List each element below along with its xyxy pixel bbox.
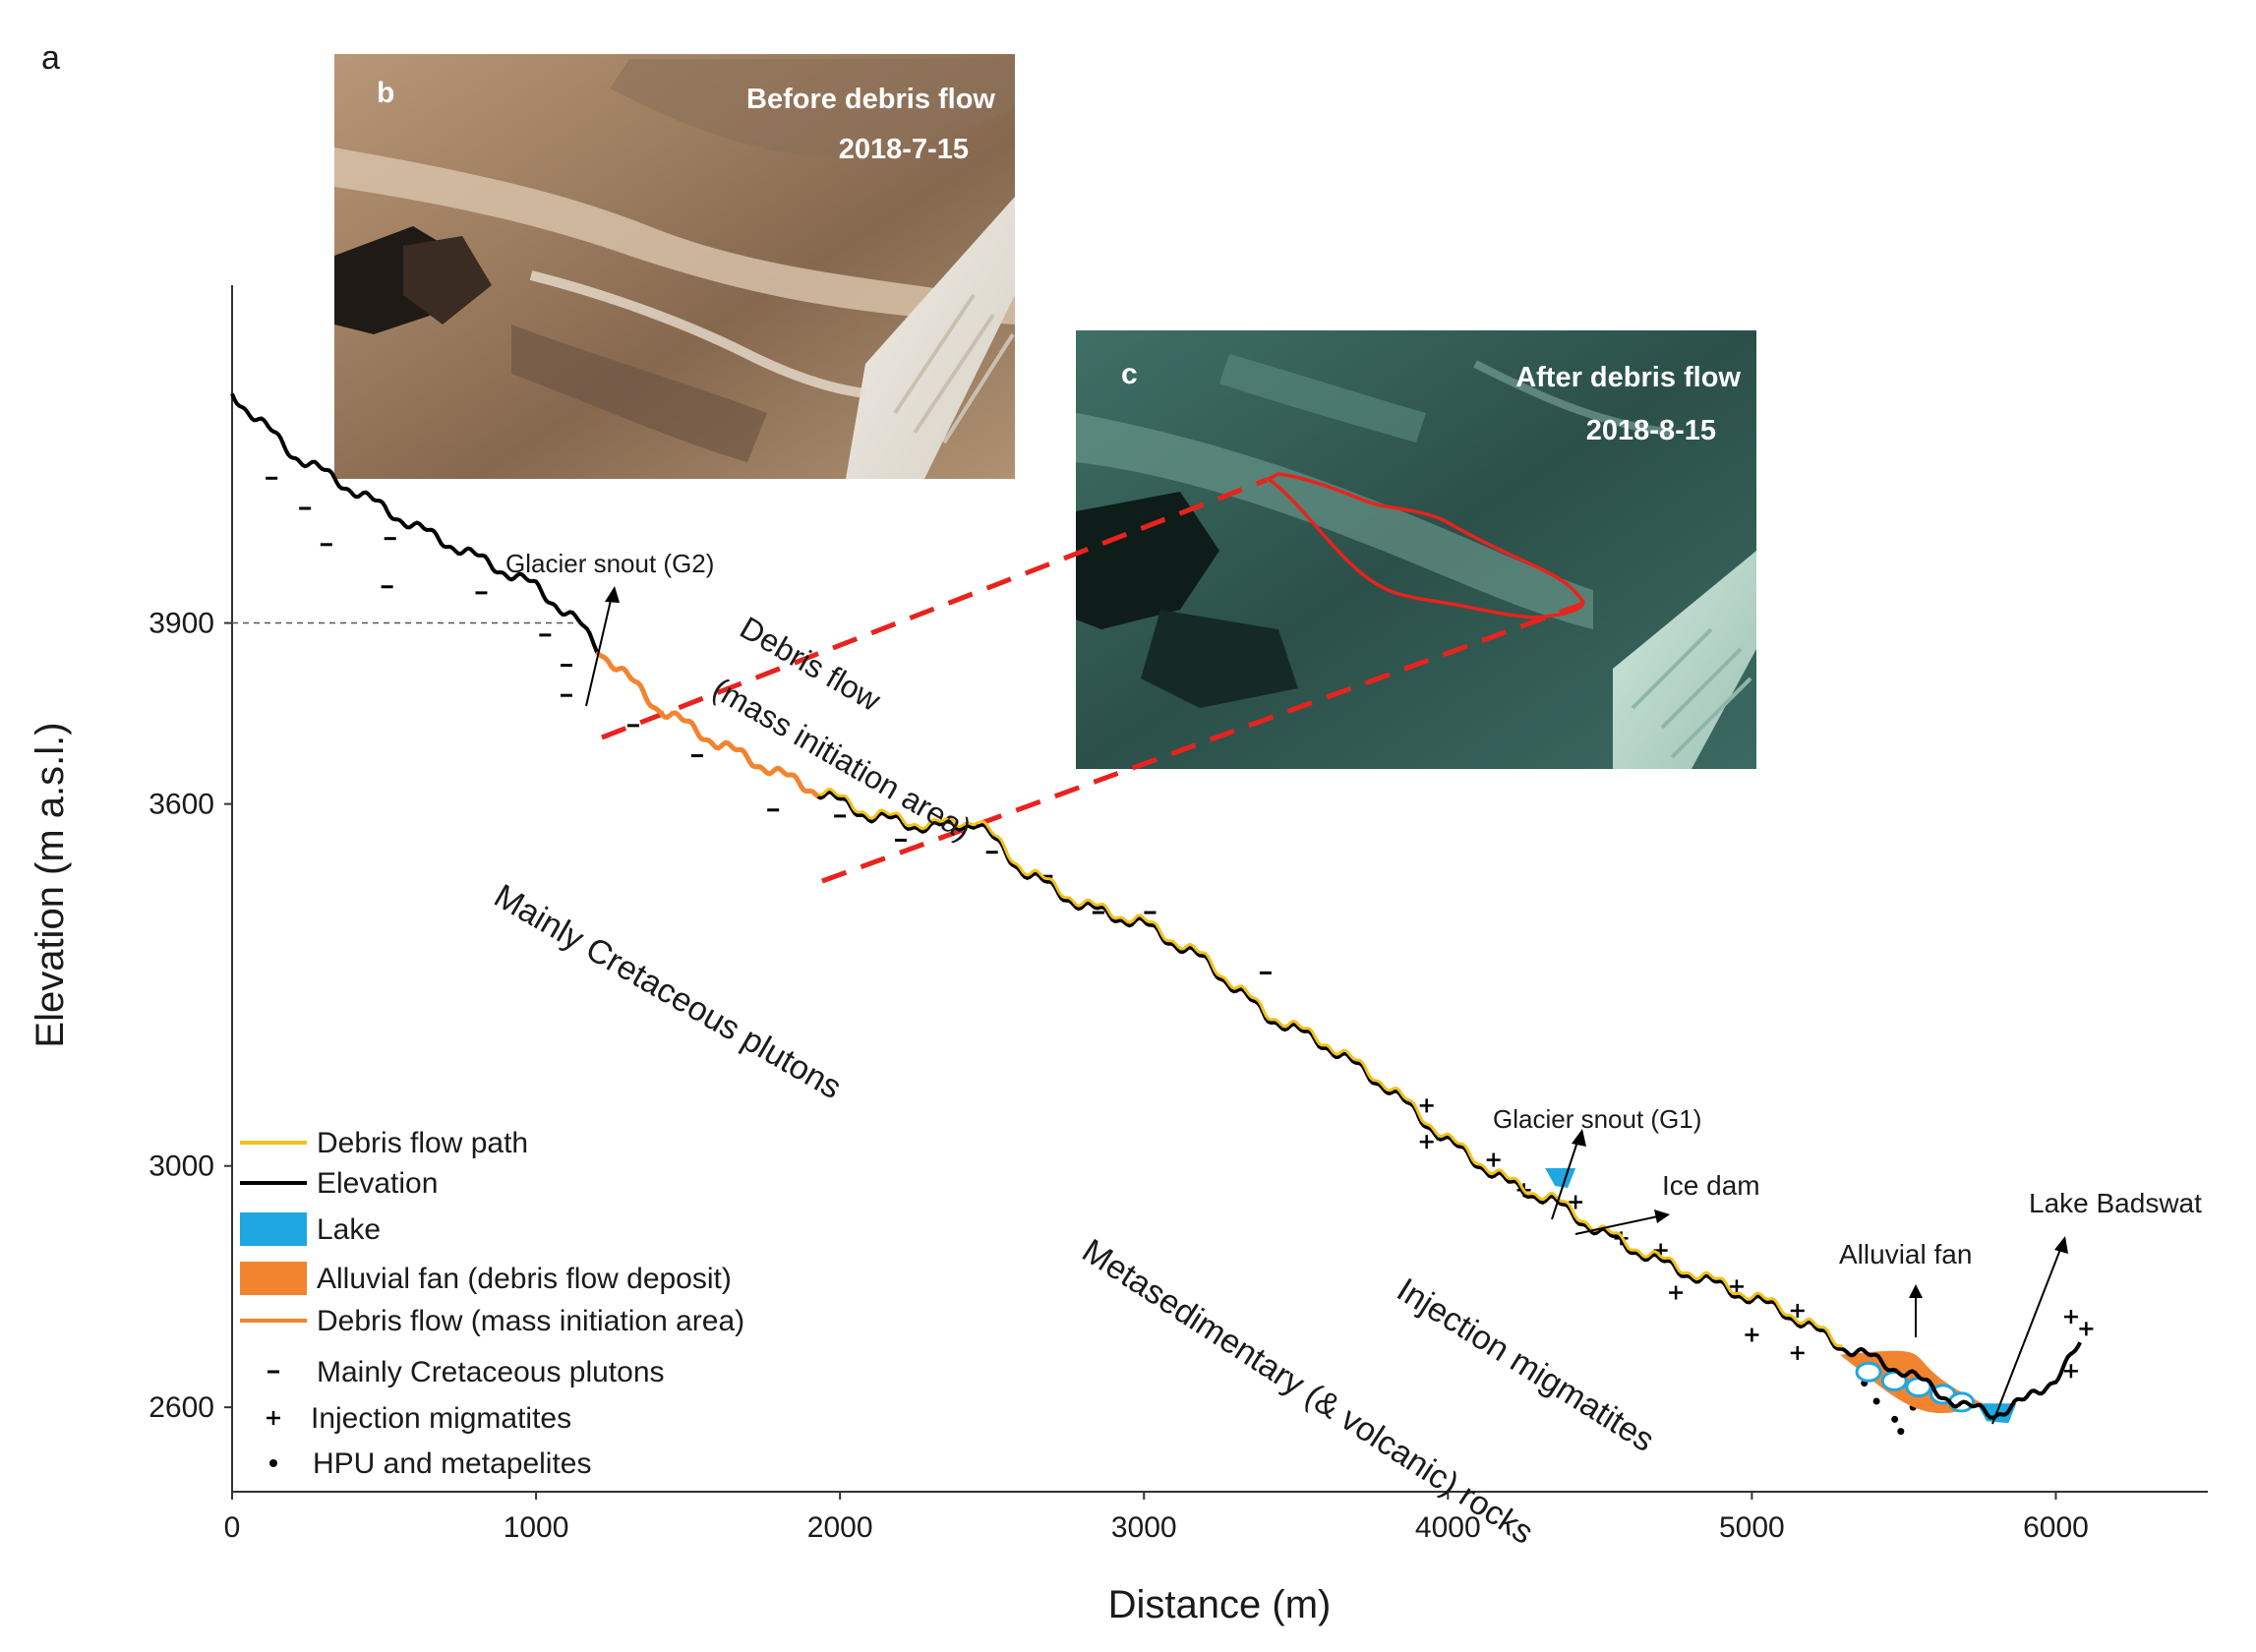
migmatite-plus-symbol (1419, 1098, 1434, 1113)
legend-label: Debris flow (mass initiation area) (317, 1305, 744, 1337)
inset-c-title: After debris flow (1515, 362, 1741, 393)
label-lake-badswat: Lake Badswat (2029, 1188, 2202, 1218)
debris-outline-red (1265, 472, 1585, 620)
legend-swatch (240, 1212, 307, 1246)
elevation-profile-line (230, 392, 2082, 1420)
hpu-dot-symbol (1872, 1397, 1880, 1405)
debris-initiation-segment (594, 650, 820, 799)
migmatite-plus-symbol (1745, 1328, 1759, 1342)
legend-item-debris-initiation: Debris flow (mass initiation area) (240, 1305, 744, 1337)
inset-b-date: 2018-7-15 (839, 134, 969, 165)
inset-b-label: b (377, 77, 394, 109)
migmatite-plus-symbol (1569, 1195, 1583, 1210)
connector-line-bottom (821, 601, 1584, 884)
profile-lines (230, 392, 2082, 1420)
x-tick-label: 6000 (2023, 1511, 2089, 1544)
migmatite-plus-symbol (2079, 1322, 2094, 1336)
y-tick-label: 2600 (148, 1391, 214, 1424)
x-tick-label: 4000 (1415, 1511, 1481, 1544)
label-cretaceous-plutons: Mainly Cretaceous plutons (488, 877, 848, 1106)
label-metasedimentary-rocks: Metasedimentary (& volcanic) rocks (1076, 1232, 1540, 1552)
arrow-alluvial-fan (1909, 1284, 1923, 1337)
label-injection-migmatites: Injection migmatites (1391, 1271, 1661, 1459)
y-tick-label: 3900 (148, 608, 214, 640)
connector-line-top (601, 477, 1268, 740)
legend-label: Elevation (317, 1167, 438, 1200)
fan-boulder (1855, 1361, 1882, 1383)
migmatite-plus-symbol (2063, 1310, 2078, 1325)
label-glacier-snout-g2: Glacier snout (G2) (505, 549, 714, 578)
x-tick-labels: 0 1000 2000 3000 4000 5000 6000 (224, 1492, 2089, 1544)
inset-c-date: 2018-8-15 (1586, 415, 1716, 446)
arrow-glacier-snout-g2 (585, 586, 620, 707)
inset-b-title: Before debris flow (746, 84, 995, 115)
y-tick-labels: 2600 3000 3600 3900 (148, 608, 232, 1424)
legend-swatch (269, 1459, 277, 1467)
legend-label: Injection migmatites (311, 1402, 571, 1435)
legend-item-cretaceous: Mainly Cretaceous plutons (267, 1356, 665, 1388)
x-tick-label: 3000 (1111, 1511, 1177, 1544)
debris-flow-path-line (818, 788, 1843, 1348)
lake-shape (1545, 1167, 1576, 1188)
legend-item-elevation: Elevation (240, 1167, 438, 1200)
inset-c-label: c (1121, 358, 1138, 390)
migmatite-plus-symbol (1419, 1135, 1434, 1150)
migmatite-plus-symbol (1729, 1279, 1744, 1294)
panel-label-a: a (41, 39, 60, 77)
y-axis-title: Elevation (m a.s.l.) (29, 722, 72, 1047)
label-alluvial-fan: Alluvial fan (1839, 1239, 1972, 1269)
legend-label: HPU and metapelites (313, 1447, 591, 1480)
migmatite-plus-symbol (1669, 1285, 1684, 1300)
legend: Debris flow path Elevation Lake Alluvial fa… (240, 1127, 744, 1480)
legend-swatch (240, 1262, 307, 1295)
legend-label: Alluvial fan (debris flow deposit) (317, 1263, 732, 1295)
x-tick-label: 5000 (1719, 1511, 1785, 1544)
migmatite-plus-symbol (2063, 1364, 2078, 1379)
x-tick-label: 0 (224, 1511, 241, 1544)
migmatite-plus-symbol (1790, 1303, 1805, 1318)
y-tick-label: 3000 (148, 1150, 214, 1183)
hpu-dot-symbol (1897, 1428, 1905, 1436)
migmatite-plus-symbol (1486, 1152, 1501, 1167)
x-axis-title: Distance (m) (1108, 1583, 1332, 1626)
axes: 0 1000 2000 3000 4000 5000 6000 2600 3000 3600 39… (29, 285, 2208, 1626)
legend-item-lake: Lake (240, 1212, 381, 1246)
arrow-glacier-snout-g1 (1551, 1129, 1586, 1220)
legend-label: Debris flow path (317, 1127, 528, 1159)
label-ice-dam: Ice dam (1662, 1170, 1760, 1201)
legend-item-alluvial-fan: Alluvial fan (debris flow deposit) (240, 1262, 732, 1295)
annotation-arrows (585, 586, 2068, 1425)
hpu-dot-symbol (1891, 1415, 1899, 1423)
inset-b-before-image (334, 54, 1015, 479)
legend-label: Lake (317, 1213, 381, 1246)
legend-label: Mainly Cretaceous plutons (317, 1356, 665, 1388)
inset-c-after-image (1076, 330, 1756, 769)
arrow-lake-badswat (1991, 1236, 2068, 1425)
legend-item-hpu: HPU and metapelites (269, 1447, 591, 1480)
y-tick-label: 3600 (148, 789, 214, 821)
legend-item-debris-flow-path: Debris flow path (240, 1127, 528, 1159)
legend-item-migmatites: Injection migmatites (267, 1402, 571, 1435)
x-tick-label: 1000 (504, 1511, 569, 1544)
x-tick-label: 2000 (807, 1511, 873, 1544)
migmatite-plus-symbol (1790, 1345, 1805, 1360)
label-glacier-snout-g1: Glacier snout (G1) (1493, 1104, 1701, 1134)
arrow-ice-dam (1574, 1210, 1670, 1235)
